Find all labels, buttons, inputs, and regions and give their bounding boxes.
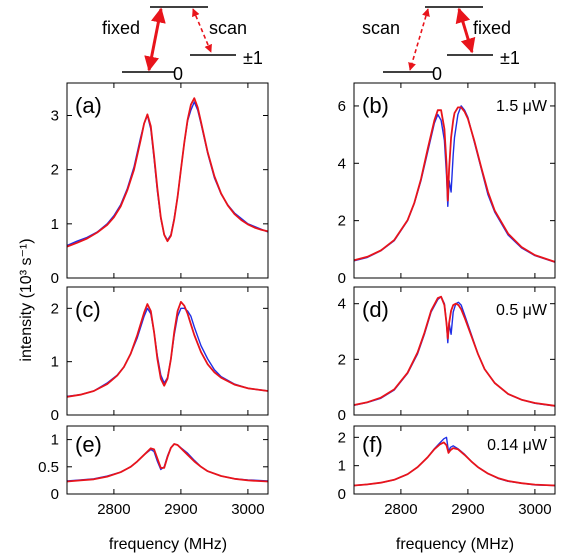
series-fit-line [353, 106, 556, 263]
panel-f: 2800 2900 3000 0 1 2 (f) 0.14 μW [338, 425, 556, 518]
series-fit-line [66, 443, 269, 483]
x-axis-label-left: frequency (MHz) [109, 536, 227, 553]
panel-label: (c) [75, 297, 101, 322]
y-tick-label: 0 [338, 486, 346, 503]
y-tick-label: 4 [338, 155, 346, 172]
x-axis-label-right: frequency (MHz) [396, 536, 514, 553]
excited-label: ±1 [500, 48, 520, 68]
y-tick-label: 0 [51, 407, 59, 424]
power-label: 0.5 μW [496, 302, 548, 319]
y-tick-label: 0 [51, 486, 59, 503]
x-tick-label: 2900 [164, 501, 197, 518]
fixed-label: fixed [102, 18, 140, 38]
excited-label: ±1 [243, 48, 263, 68]
power-label: 0.14 μW [487, 437, 548, 454]
fixed-arrow [144, 7, 166, 72]
y-tick-label: 2 [338, 351, 346, 368]
series-data-line [66, 101, 269, 247]
panel-label: (a) [75, 93, 102, 118]
y-tick-label: 0.5 [38, 459, 59, 476]
fixed-arrow [455, 7, 476, 54]
x-tick-label: 2800 [384, 501, 417, 518]
level-diagram-left: fixed scan 0 ±1 [102, 6, 263, 84]
y-tick-label: 0 [338, 270, 346, 287]
plot-frame [66, 286, 269, 416]
y-tick-label: 0 [51, 270, 59, 287]
y-tick-label: 0 [338, 407, 346, 424]
y-axis-label: intensity (10³ s⁻¹) [18, 238, 35, 361]
plot-frame [353, 82, 556, 279]
plot-frame [353, 425, 556, 495]
ground-label: 0 [173, 64, 183, 84]
plot-frame [353, 286, 556, 416]
series-fit-line [66, 97, 269, 248]
plot-frame [66, 82, 269, 279]
y-tick-label: 1 [51, 432, 59, 449]
panels: 0 1 2 3 (a) 0 2 4 6 (b) 1.5 μW 0 1 2 (c) 0 2 4 (d) 0.5 μW 28… [38, 82, 556, 518]
series-data-line [353, 105, 556, 263]
y-tick-label: 1 [51, 216, 59, 233]
scan-label: scan [209, 18, 247, 38]
panel-b: 0 2 4 6 (b) 1.5 μW [338, 82, 556, 287]
power-label: 1.5 μW [496, 98, 548, 115]
ground-label: 0 [432, 64, 442, 84]
scan-arrow [408, 8, 430, 71]
level-diagram-right: scan fixed 0 ±1 [362, 6, 520, 84]
y-tick-label: 2 [338, 213, 346, 230]
panel-label: (f) [362, 432, 383, 457]
scan-arrow [192, 8, 212, 53]
x-tick-label: 3000 [231, 501, 264, 518]
panel-label: (b) [362, 93, 389, 118]
scan-label: scan [362, 18, 400, 38]
y-tick-label: 3 [51, 108, 59, 125]
x-tick-label: 2900 [451, 501, 484, 518]
y-tick-label: 1 [51, 354, 59, 371]
series-fit-line [66, 300, 269, 398]
y-tick-label: 2 [51, 300, 59, 317]
panel-label: (d) [362, 297, 389, 322]
y-tick-label: 2 [338, 429, 346, 446]
panel-a: 0 1 2 3 (a) [51, 82, 269, 287]
panel-e: 2800 2900 3000 0 0.5 1 (e) [38, 425, 269, 518]
x-tick-label: 3000 [518, 501, 551, 518]
series-fit-line [353, 441, 556, 487]
y-tick-label: 4 [338, 296, 346, 313]
x-tick-label: 2800 [97, 501, 130, 518]
series-fit-line [353, 295, 556, 407]
fixed-label: fixed [473, 18, 511, 38]
plot-frame [66, 425, 269, 495]
panel-label: (e) [75, 432, 102, 457]
y-tick-label: 2 [51, 162, 59, 179]
y-tick-label: 6 [338, 98, 346, 115]
panel-c: 0 1 2 (c) [51, 286, 269, 424]
panel-d: 0 2 4 (d) 0.5 μW [338, 286, 556, 424]
y-tick-label: 1 [338, 458, 346, 475]
